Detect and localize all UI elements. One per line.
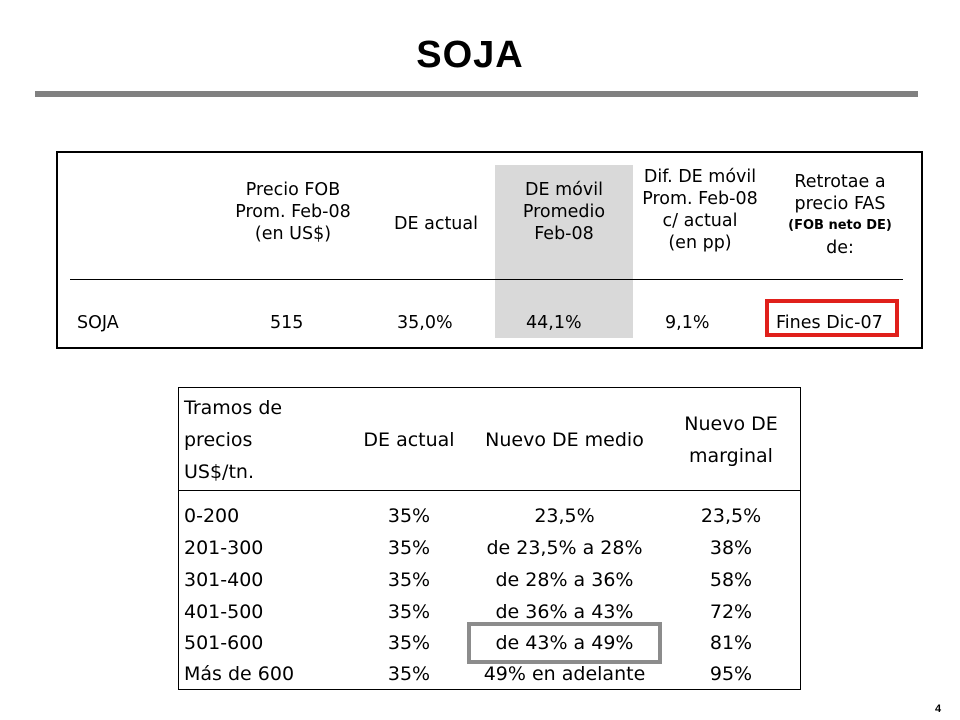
header-divider [70, 279, 903, 280]
cell-de-actual: 35,0% [397, 313, 453, 333]
cell-nuevo-marginal: 81% [709, 632, 753, 654]
cell-dif-de-movil: 9,1% [665, 313, 710, 333]
header-dif-de-movil: Dif. DE móvil Prom. Feb-08 c/ actual (en… [642, 167, 758, 253]
cell-de-actual: 35% [387, 601, 431, 623]
table-row: Más de 600 35% 49% en adelante 95% [179, 658, 800, 690]
cell-tramo: 301-400 [184, 569, 264, 591]
cell-nuevo-medio: de 36% a 43% [495, 601, 634, 623]
highlight-column-de-movil [495, 165, 633, 338]
cell-de-actual: 35% [387, 632, 431, 654]
header-nuevo-de-marginal: Nuevo DE marginal [684, 413, 778, 467]
cell-nuevo-marginal: 23,5% [700, 505, 762, 527]
fob-summary-table: Precio FOB Prom. Feb-08 (en US$) DE actu… [56, 151, 923, 349]
header-divider-2 [179, 490, 800, 491]
cell-nuevo-medio: 23,5% [534, 505, 595, 527]
cell-retrotae: Fines Dic-07 [776, 313, 883, 333]
cell-de-actual: 35% [387, 663, 431, 685]
cell-de-actual: 35% [387, 537, 431, 559]
cell-nuevo-marginal: 58% [709, 569, 753, 591]
cell-nuevo-marginal: 95% [709, 663, 753, 685]
table-row: 401-500 35% de 36% a 43% 72% [179, 596, 800, 628]
table-row: 501-600 35% de 43% a 49% 81% [179, 627, 800, 659]
tramos-table: Tramos de precios US$/tn. DE actual Nuev… [178, 387, 801, 690]
cell-tramo: Más de 600 [184, 663, 295, 685]
cell-nuevo-medio: de 28% a 36% [495, 569, 634, 591]
cell-de-actual: 35% [387, 505, 431, 527]
cell-de-actual: 35% [387, 569, 431, 591]
header-de-actual-2: DE actual [363, 429, 455, 451]
cell-tramo: 201-300 [184, 537, 264, 559]
cell-nuevo-marginal: 38% [709, 537, 753, 559]
page-title: SOJA [416, 34, 524, 76]
table-row: 0-200 35% 23,5% 23,5% [179, 500, 800, 532]
header-tramos: Tramos de precios US$/tn. [184, 397, 283, 483]
cell-nuevo-medio: de 23,5% a 28% [486, 537, 643, 559]
header-retrotae-note: (FOB neto DE) [788, 218, 892, 233]
header-retrotae: Retrotae a precio FAS (FOB neto DE) de: [770, 171, 910, 259]
header-de-actual: DE actual [394, 214, 478, 234]
title-divider [35, 91, 918, 97]
table-row: 301-400 35% de 28% a 36% 58% [179, 564, 800, 596]
cell-de-movil: 44,1% [526, 313, 582, 333]
header-retrotae-label: Retrotae a precio FAS [794, 172, 886, 214]
table-row: 201-300 35% de 23,5% a 28% 38% [179, 532, 800, 564]
header-de-movil: DE móvil Promedio Feb-08 [522, 180, 606, 244]
cell-nuevo-medio: 49% en adelante [483, 663, 646, 685]
cell-tramo: 501-600 [184, 632, 264, 654]
row-label: SOJA [77, 313, 119, 333]
cell-tramo: 0-200 [184, 505, 240, 527]
cell-precio-fob: 515 [270, 313, 304, 333]
header-retrotae-suffix: de: [826, 238, 854, 258]
header-precio-fob: Precio FOB Prom. Feb-08 (en US$) [235, 180, 351, 244]
page-number: 4 [935, 703, 942, 715]
cell-tramo: 401-500 [184, 601, 264, 623]
highlight-box-grey [467, 622, 662, 664]
cell-nuevo-marginal: 72% [709, 601, 753, 623]
header-nuevo-de-medio: Nuevo DE medio [485, 429, 644, 451]
highlight-box-red [765, 299, 899, 337]
cell-nuevo-medio: de 43% a 49% [495, 632, 634, 654]
